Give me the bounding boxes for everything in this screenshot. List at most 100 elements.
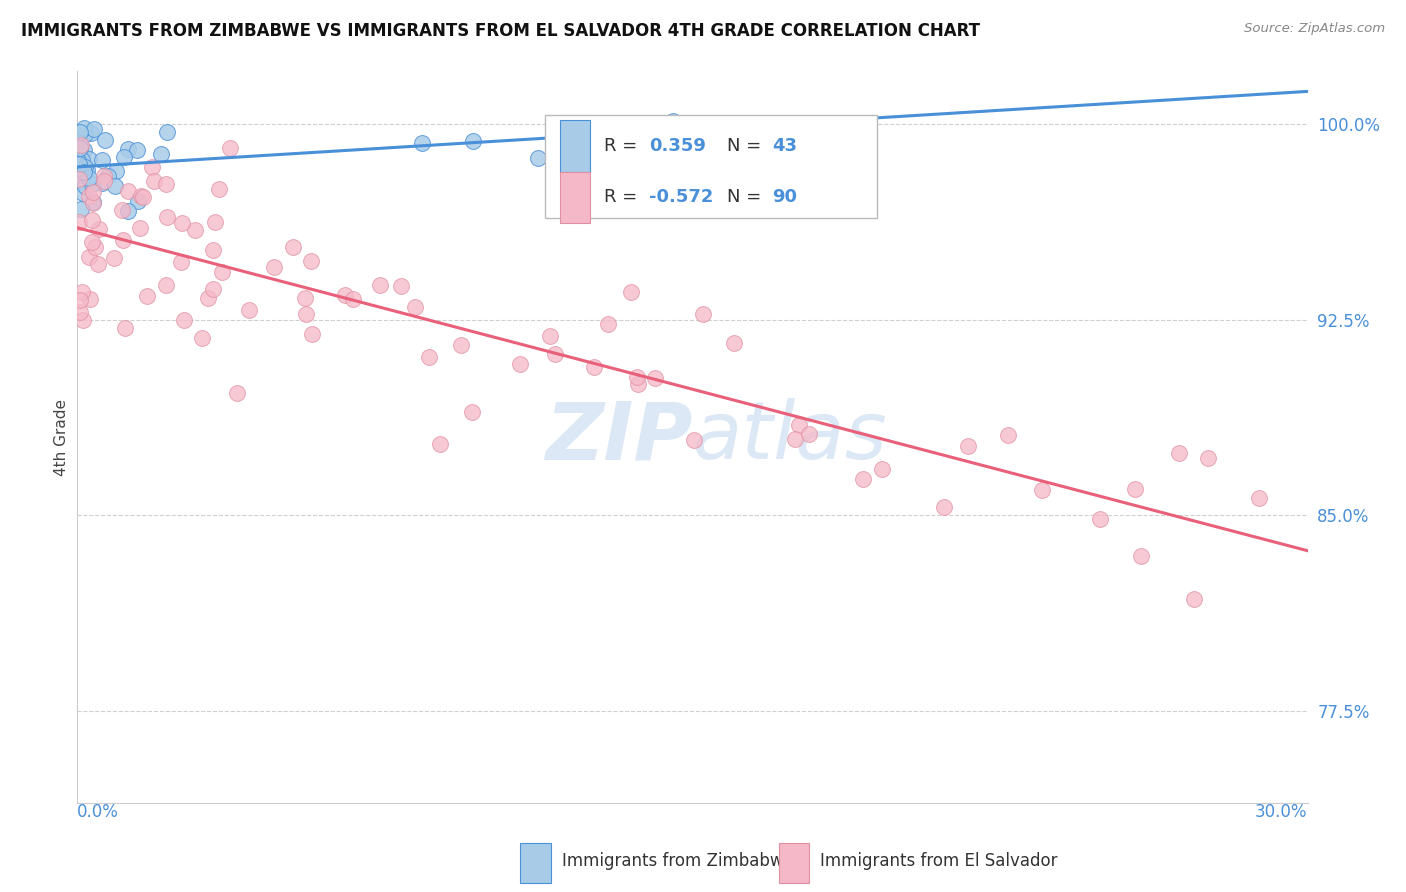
Point: [294, 291, 316, 305]
Point: [1167, 446, 1189, 460]
Point: [1031, 483, 1053, 498]
Point: [104, 179, 127, 194]
Point: [872, 462, 894, 476]
Point: [82, 212, 104, 227]
Text: atlas: atlas: [693, 398, 887, 476]
Point: [79, 292, 101, 306]
Bar: [779, 843, 810, 883]
Point: [201, 282, 224, 296]
Point: [170, 255, 193, 269]
Point: [129, 188, 152, 202]
Point: [83, 121, 105, 136]
Point: [105, 164, 128, 178]
Point: [197, 291, 219, 305]
Point: [404, 300, 426, 314]
Point: [67, 175, 90, 189]
Point: [67, 169, 90, 183]
Point: [461, 134, 484, 148]
Point: [281, 240, 304, 254]
Point: [141, 161, 163, 175]
Point: [127, 194, 149, 208]
Point: [333, 288, 356, 302]
Point: [77, 250, 100, 264]
Point: [1197, 451, 1219, 466]
Point: [207, 182, 229, 196]
Point: [723, 336, 745, 351]
Text: Immigrants from Zimbabwe: Immigrants from Zimbabwe: [562, 853, 794, 871]
Point: [91, 153, 114, 167]
Point: [606, 123, 628, 137]
Point: [132, 190, 155, 204]
Point: [94, 133, 117, 147]
Point: [1130, 549, 1153, 564]
Point: [627, 376, 650, 391]
Bar: [560, 120, 591, 171]
Point: [626, 370, 648, 384]
Point: [461, 405, 484, 419]
Point: [183, 223, 205, 237]
Point: [155, 178, 177, 192]
Text: N =: N =: [727, 188, 766, 206]
Point: [87, 221, 110, 235]
Point: [509, 357, 531, 371]
Point: [389, 278, 412, 293]
Point: [76, 162, 98, 177]
Text: -0.572: -0.572: [650, 188, 714, 206]
Point: [661, 114, 683, 128]
Point: [69, 125, 91, 139]
Point: [411, 136, 433, 150]
Text: IMMIGRANTS FROM ZIMBABWE VS IMMIGRANTS FROM EL SALVADOR 4TH GRADE CORRELATION CH: IMMIGRANTS FROM ZIMBABWE VS IMMIGRANTS F…: [21, 22, 980, 40]
Point: [301, 326, 323, 341]
Point: [644, 371, 666, 385]
Point: [191, 331, 214, 345]
Point: [82, 186, 104, 200]
Point: [97, 169, 120, 183]
Point: [143, 174, 166, 188]
Point: [75, 127, 97, 141]
Point: [692, 306, 714, 320]
Point: [87, 257, 110, 271]
Point: [72, 186, 94, 200]
Point: [787, 417, 810, 432]
Point: [69, 202, 91, 217]
Point: [797, 427, 820, 442]
Point: [82, 195, 104, 210]
Point: [450, 337, 472, 351]
Point: [583, 360, 606, 375]
Point: [82, 196, 104, 211]
Point: [69, 141, 91, 155]
Point: [72, 313, 94, 327]
Point: [544, 347, 567, 361]
Point: [852, 472, 875, 486]
Bar: [560, 171, 591, 223]
Point: [170, 216, 193, 230]
Text: 0.359: 0.359: [650, 137, 706, 155]
Point: [70, 285, 93, 300]
Point: [66, 158, 89, 172]
Text: Source: ZipAtlas.com: Source: ZipAtlas.com: [1244, 22, 1385, 36]
Point: [620, 285, 643, 299]
Point: [370, 277, 392, 292]
Text: Immigrants from El Salvador: Immigrants from El Salvador: [821, 853, 1057, 871]
Point: [77, 189, 100, 203]
Point: [72, 167, 94, 181]
Point: [204, 215, 226, 229]
Point: [238, 302, 260, 317]
Text: ZIP: ZIP: [546, 398, 693, 476]
Point: [934, 500, 956, 514]
Point: [201, 244, 224, 258]
Text: R =: R =: [605, 137, 648, 155]
FancyBboxPatch shape: [546, 115, 877, 218]
Point: [93, 173, 115, 187]
Point: [69, 305, 91, 319]
Point: [67, 214, 90, 228]
Point: [90, 176, 112, 190]
Point: [117, 184, 139, 198]
Point: [295, 307, 318, 321]
Point: [149, 147, 172, 161]
Point: [73, 165, 96, 179]
Text: 43: 43: [772, 137, 797, 155]
Point: [429, 437, 451, 451]
Point: [73, 143, 96, 157]
Point: [211, 264, 233, 278]
